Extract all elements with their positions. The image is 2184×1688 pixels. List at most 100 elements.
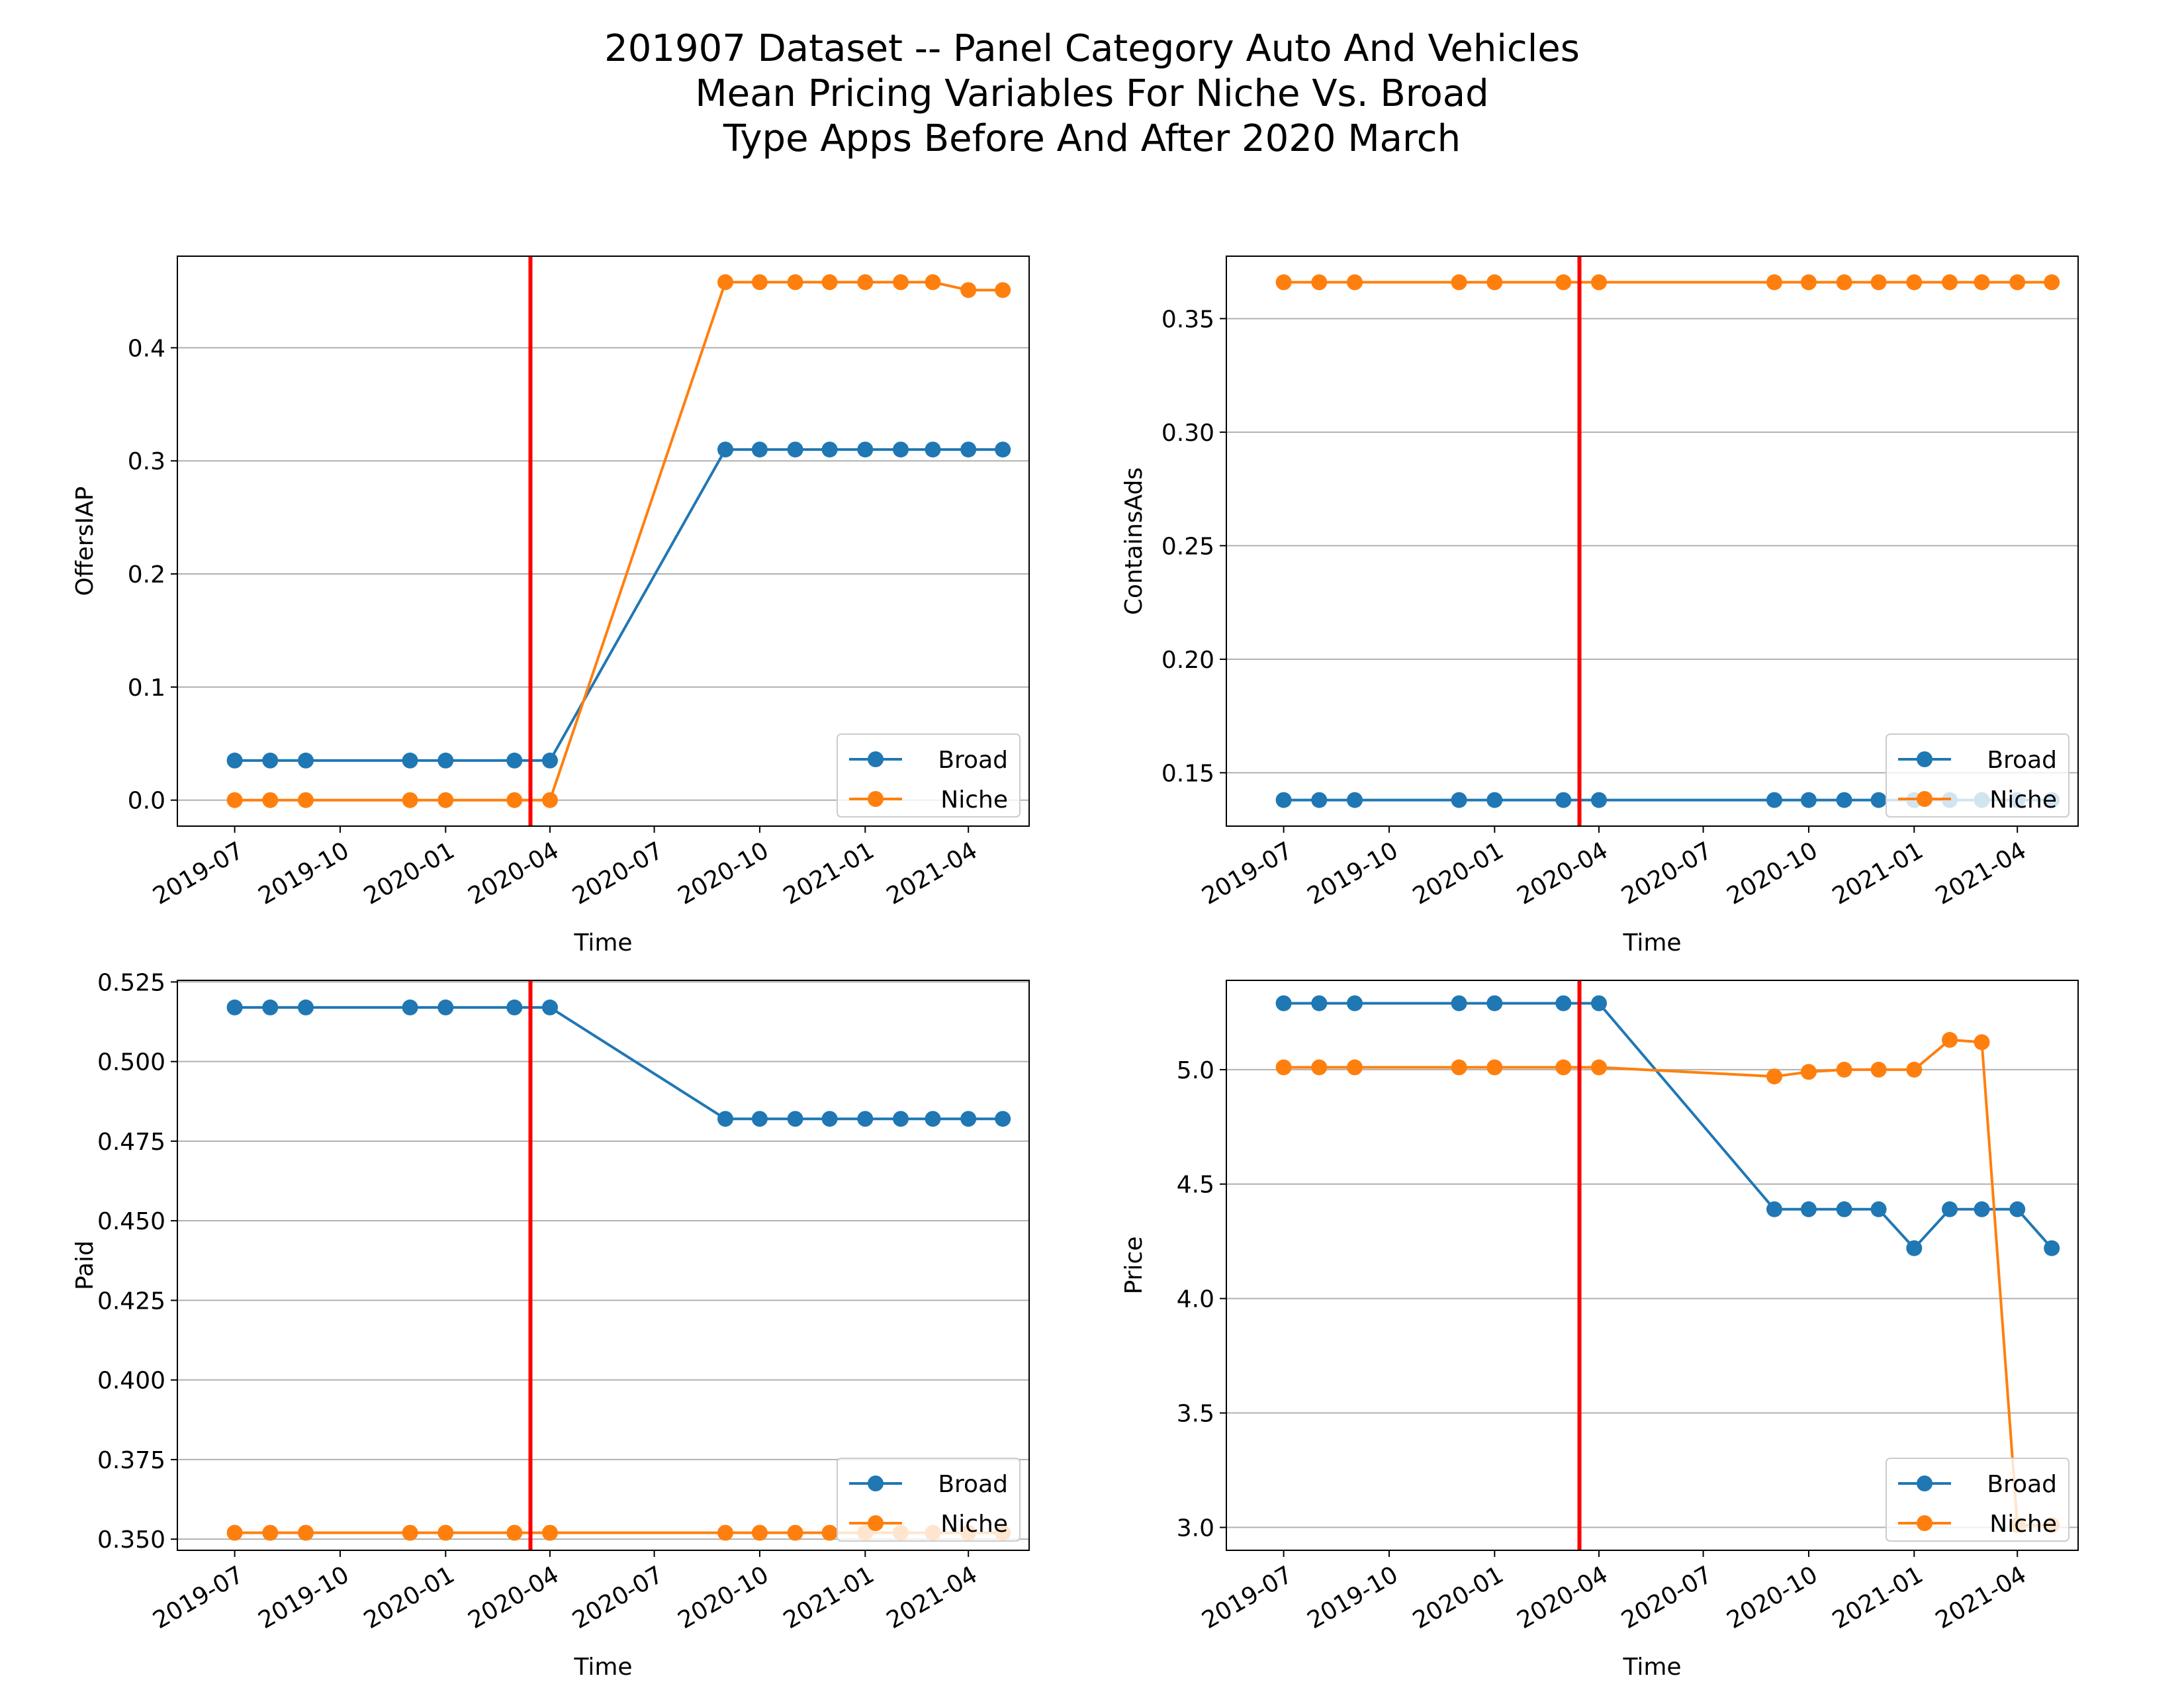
series-line-broad bbox=[234, 1006, 1003, 1121]
data-point-broad bbox=[1974, 1201, 1990, 1217]
data-point-niche bbox=[787, 1524, 803, 1541]
data-point-niche bbox=[1974, 1034, 1990, 1051]
series-line-broad bbox=[234, 448, 1003, 762]
data-point-broad bbox=[717, 1111, 733, 1127]
data-point-broad bbox=[262, 752, 279, 769]
data-point-broad bbox=[787, 442, 803, 458]
data-point-broad bbox=[1451, 995, 1467, 1011]
figure-title-line-2: Mean Pricing Variables For Niche Vs. Bro… bbox=[695, 72, 1488, 115]
y-axis-label: Price bbox=[1120, 1237, 1148, 1295]
y-axis-label: Paid bbox=[71, 1241, 99, 1290]
data-point-broad bbox=[298, 999, 314, 1015]
data-point-broad bbox=[1766, 792, 1782, 808]
data-point-broad bbox=[1486, 792, 1503, 808]
data-point-niche bbox=[402, 792, 418, 808]
data-point-niche bbox=[1311, 274, 1328, 291]
data-point-niche bbox=[1800, 1064, 1817, 1080]
y-tick-label: 4.5 bbox=[1177, 1172, 1214, 1199]
y-tick-label: 0.30 bbox=[1161, 420, 1214, 447]
data-point-broad bbox=[506, 752, 523, 769]
x-axis-label: Time bbox=[573, 1654, 632, 1681]
data-point-broad bbox=[542, 752, 558, 769]
data-point-broad bbox=[893, 442, 909, 458]
data-point-niche bbox=[787, 274, 803, 291]
y-tick-label: 0.500 bbox=[97, 1049, 165, 1076]
data-point-niche bbox=[893, 274, 909, 291]
data-point-broad bbox=[821, 442, 838, 458]
y-axis-label: ContainsAds bbox=[1120, 467, 1148, 615]
data-point-niche bbox=[262, 792, 279, 808]
data-point-niche bbox=[298, 1524, 314, 1541]
data-point-broad bbox=[960, 1111, 977, 1127]
data-point-broad bbox=[1591, 792, 1607, 808]
legend-swatch-marker-broad bbox=[868, 751, 884, 767]
data-point-broad bbox=[1766, 1201, 1782, 1217]
x-axis-label: Time bbox=[573, 929, 632, 957]
y-tick-label: 0.475 bbox=[97, 1129, 165, 1156]
data-point-niche bbox=[262, 1524, 279, 1541]
legend-swatch-marker-broad bbox=[1917, 1476, 1933, 1491]
data-point-niche bbox=[751, 274, 768, 291]
data-point-broad bbox=[298, 752, 314, 769]
data-point-niche bbox=[542, 1524, 558, 1541]
y-tick-label: 0.3 bbox=[128, 448, 165, 475]
y-tick-label: 0.2 bbox=[128, 561, 165, 588]
data-point-niche bbox=[1870, 274, 1887, 291]
data-point-niche bbox=[1451, 1059, 1467, 1076]
data-point-broad bbox=[2009, 1201, 2026, 1217]
data-point-broad bbox=[1800, 792, 1817, 808]
data-point-broad bbox=[506, 999, 523, 1015]
data-point-niche bbox=[1836, 274, 1852, 291]
data-point-broad bbox=[402, 999, 418, 1015]
data-point-broad bbox=[1275, 995, 1292, 1011]
y-tick-label: 0.15 bbox=[1161, 760, 1214, 787]
axes-frame bbox=[177, 256, 1030, 827]
data-point-broad bbox=[1347, 792, 1363, 808]
data-point-niche bbox=[226, 1524, 243, 1541]
data-point-broad bbox=[1836, 1201, 1852, 1217]
legend-swatch-marker-niche bbox=[868, 1515, 884, 1531]
legend-label-broad: Broad bbox=[1987, 747, 2057, 774]
data-point-niche bbox=[717, 1524, 733, 1541]
data-point-niche bbox=[1451, 274, 1467, 291]
legend-swatch-marker-niche bbox=[1917, 791, 1933, 807]
data-point-niche bbox=[1591, 274, 1607, 291]
data-point-niche bbox=[1591, 1059, 1607, 1076]
y-tick-label: 0.0 bbox=[128, 788, 165, 815]
y-tick-label: 0.4 bbox=[128, 335, 165, 362]
data-point-niche bbox=[1766, 274, 1782, 291]
data-point-niche bbox=[402, 1524, 418, 1541]
data-point-broad bbox=[226, 752, 243, 769]
legend-swatch-marker-broad bbox=[1917, 751, 1933, 767]
legend-swatch-marker-broad bbox=[868, 1476, 884, 1491]
series-line-niche bbox=[234, 281, 1003, 802]
data-point-niche bbox=[2044, 274, 2060, 291]
data-point-broad bbox=[1311, 995, 1328, 1011]
data-point-niche bbox=[821, 1524, 838, 1541]
data-point-niche bbox=[1311, 1059, 1328, 1076]
data-point-broad bbox=[857, 1111, 874, 1127]
data-point-niche bbox=[506, 1524, 523, 1541]
data-point-niche bbox=[2009, 274, 2026, 291]
data-point-broad bbox=[262, 999, 279, 1015]
data-point-niche bbox=[821, 274, 838, 291]
legend: Broad Niche bbox=[1886, 1458, 2070, 1542]
data-point-broad bbox=[1275, 792, 1292, 808]
data-point-niche bbox=[1347, 1059, 1363, 1076]
data-point-niche bbox=[1766, 1068, 1782, 1085]
data-point-broad bbox=[1486, 995, 1503, 1011]
data-point-broad bbox=[2044, 1240, 2060, 1256]
data-point-broad bbox=[1836, 792, 1852, 808]
legend: Broad Niche bbox=[837, 1458, 1021, 1542]
y-tick-label: 0.425 bbox=[97, 1288, 165, 1315]
data-point-niche bbox=[542, 792, 558, 808]
data-point-niche bbox=[1942, 274, 1958, 291]
y-axis-label: OffersIAP bbox=[71, 487, 99, 596]
data-point-broad bbox=[1942, 1201, 1958, 1217]
data-point-broad bbox=[226, 999, 243, 1015]
data-point-broad bbox=[1311, 792, 1328, 808]
data-point-niche bbox=[751, 1524, 768, 1541]
data-point-niche bbox=[1486, 274, 1503, 291]
data-point-niche bbox=[1347, 274, 1363, 291]
